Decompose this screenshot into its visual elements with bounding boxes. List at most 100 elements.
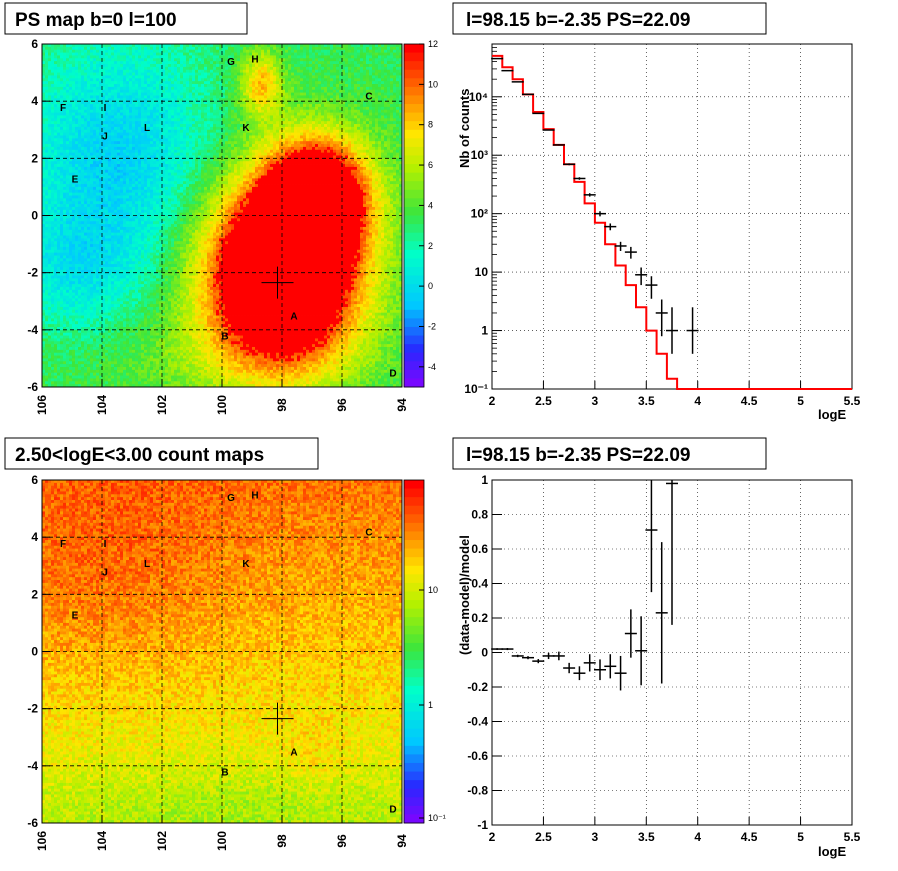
heatmap-cell [81, 275, 85, 279]
heatmap-cell [51, 161, 55, 165]
heatmap-cell [111, 346, 115, 351]
heatmap-cell [96, 58, 100, 62]
heatmap-cell [96, 301, 100, 305]
heatmap-cell [162, 166, 166, 171]
heatmap-cell [75, 275, 79, 279]
heatmap-cell [69, 112, 73, 116]
heatmap-cell [132, 315, 136, 319]
heatmap-cell [75, 286, 79, 291]
heatmap-cell [162, 364, 166, 368]
heatmap-cell [138, 344, 142, 348]
heatmap-cell [153, 192, 157, 196]
heatmap-cell [117, 261, 121, 265]
heatmap-cell [72, 244, 76, 248]
heatmap-cell [138, 175, 142, 179]
heatmap-cell [126, 241, 130, 245]
heatmap-cell [81, 301, 85, 305]
heatmap-cell [48, 106, 52, 111]
heatmap-cell [63, 181, 67, 185]
heatmap-cell [81, 201, 85, 205]
heatmap-cell [90, 358, 94, 362]
heatmap-cell [162, 86, 166, 91]
heatmap-cell [87, 206, 91, 211]
heatmap-cell [99, 198, 103, 202]
heatmap-cell [72, 149, 76, 154]
heatmap-cell [150, 115, 154, 119]
heatmap-cell [99, 269, 103, 274]
heatmap-cell [123, 361, 127, 365]
heatmap-cell [138, 284, 142, 288]
heatmap-cell [123, 52, 127, 56]
heatmap-cell [108, 84, 112, 88]
heatmap-cell [93, 281, 97, 285]
heatmap-cell [99, 44, 103, 48]
heatmap-cell [117, 355, 121, 359]
heatmap-cell [153, 275, 157, 279]
heatmap-cell [156, 198, 160, 202]
heatmap-cell [75, 309, 79, 314]
heatmap-cell [165, 184, 169, 188]
heatmap-cell [129, 98, 133, 102]
heatmap-cell [45, 192, 49, 196]
heatmap-cell [150, 89, 154, 93]
heatmap-cell [144, 146, 148, 151]
heatmap-cell [159, 95, 163, 99]
heatmap-cell [147, 144, 151, 148]
heatmap-cell [72, 204, 76, 208]
heatmap-cell [78, 181, 82, 185]
heatmap-cell [117, 81, 121, 85]
heatmap-cell [111, 321, 115, 325]
heatmap-cell [99, 235, 103, 239]
heatmap-cell [96, 49, 100, 53]
heatmap-cell [144, 175, 148, 179]
heatmap-cell [60, 264, 64, 268]
heatmap-cell [99, 275, 103, 279]
heatmap-cell [93, 318, 97, 322]
heatmap-cell [138, 269, 142, 274]
heatmap-cell [156, 224, 160, 228]
heatmap-cell [96, 229, 100, 234]
heatmap-cell [81, 115, 85, 119]
heatmap-cell [57, 172, 61, 176]
heatmap-cell [75, 172, 79, 176]
heatmap-cell [129, 158, 133, 162]
heatmap-cell [54, 284, 58, 288]
heatmap-cell [108, 192, 112, 196]
heatmap-cell [123, 321, 127, 325]
heatmap-cell [150, 309, 154, 314]
heatmap-cell [129, 129, 133, 134]
heatmap-cell [153, 358, 157, 362]
heatmap-cell [84, 286, 88, 291]
heatmap-cell [165, 115, 169, 119]
heatmap-cell [69, 149, 73, 154]
heatmap-cell [114, 158, 118, 162]
heatmap-cell [108, 206, 112, 211]
heatmap-cell [72, 192, 76, 196]
heatmap-cell [57, 301, 61, 305]
heatmap-cell [153, 346, 157, 351]
heatmap-cell [51, 309, 55, 314]
heatmap-cell [42, 138, 46, 142]
heatmap-cell [120, 366, 124, 371]
heatmap-cell [135, 149, 139, 154]
heatmap-cell [165, 166, 169, 171]
heatmap-cell [75, 95, 79, 99]
heatmap-cell [102, 321, 106, 325]
heatmap-cell [63, 78, 67, 82]
heatmap-cell [117, 298, 121, 302]
heatmap-cell [78, 201, 82, 205]
heatmap-cell [147, 55, 151, 59]
heatmap-cell [60, 378, 64, 382]
heatmap-cell [153, 295, 157, 299]
heatmap-cell [132, 252, 136, 256]
heatmap-cell [150, 241, 154, 245]
heatmap-cell [54, 184, 58, 188]
heatmap-cell [75, 161, 79, 165]
heatmap-cell [147, 235, 151, 239]
heatmap-cell [144, 366, 148, 371]
heatmap-cell [132, 166, 136, 171]
heatmap-cell [84, 269, 88, 274]
heatmap-cell [72, 221, 76, 225]
heatmap-cell [51, 95, 55, 99]
heatmap-cell [144, 369, 148, 374]
